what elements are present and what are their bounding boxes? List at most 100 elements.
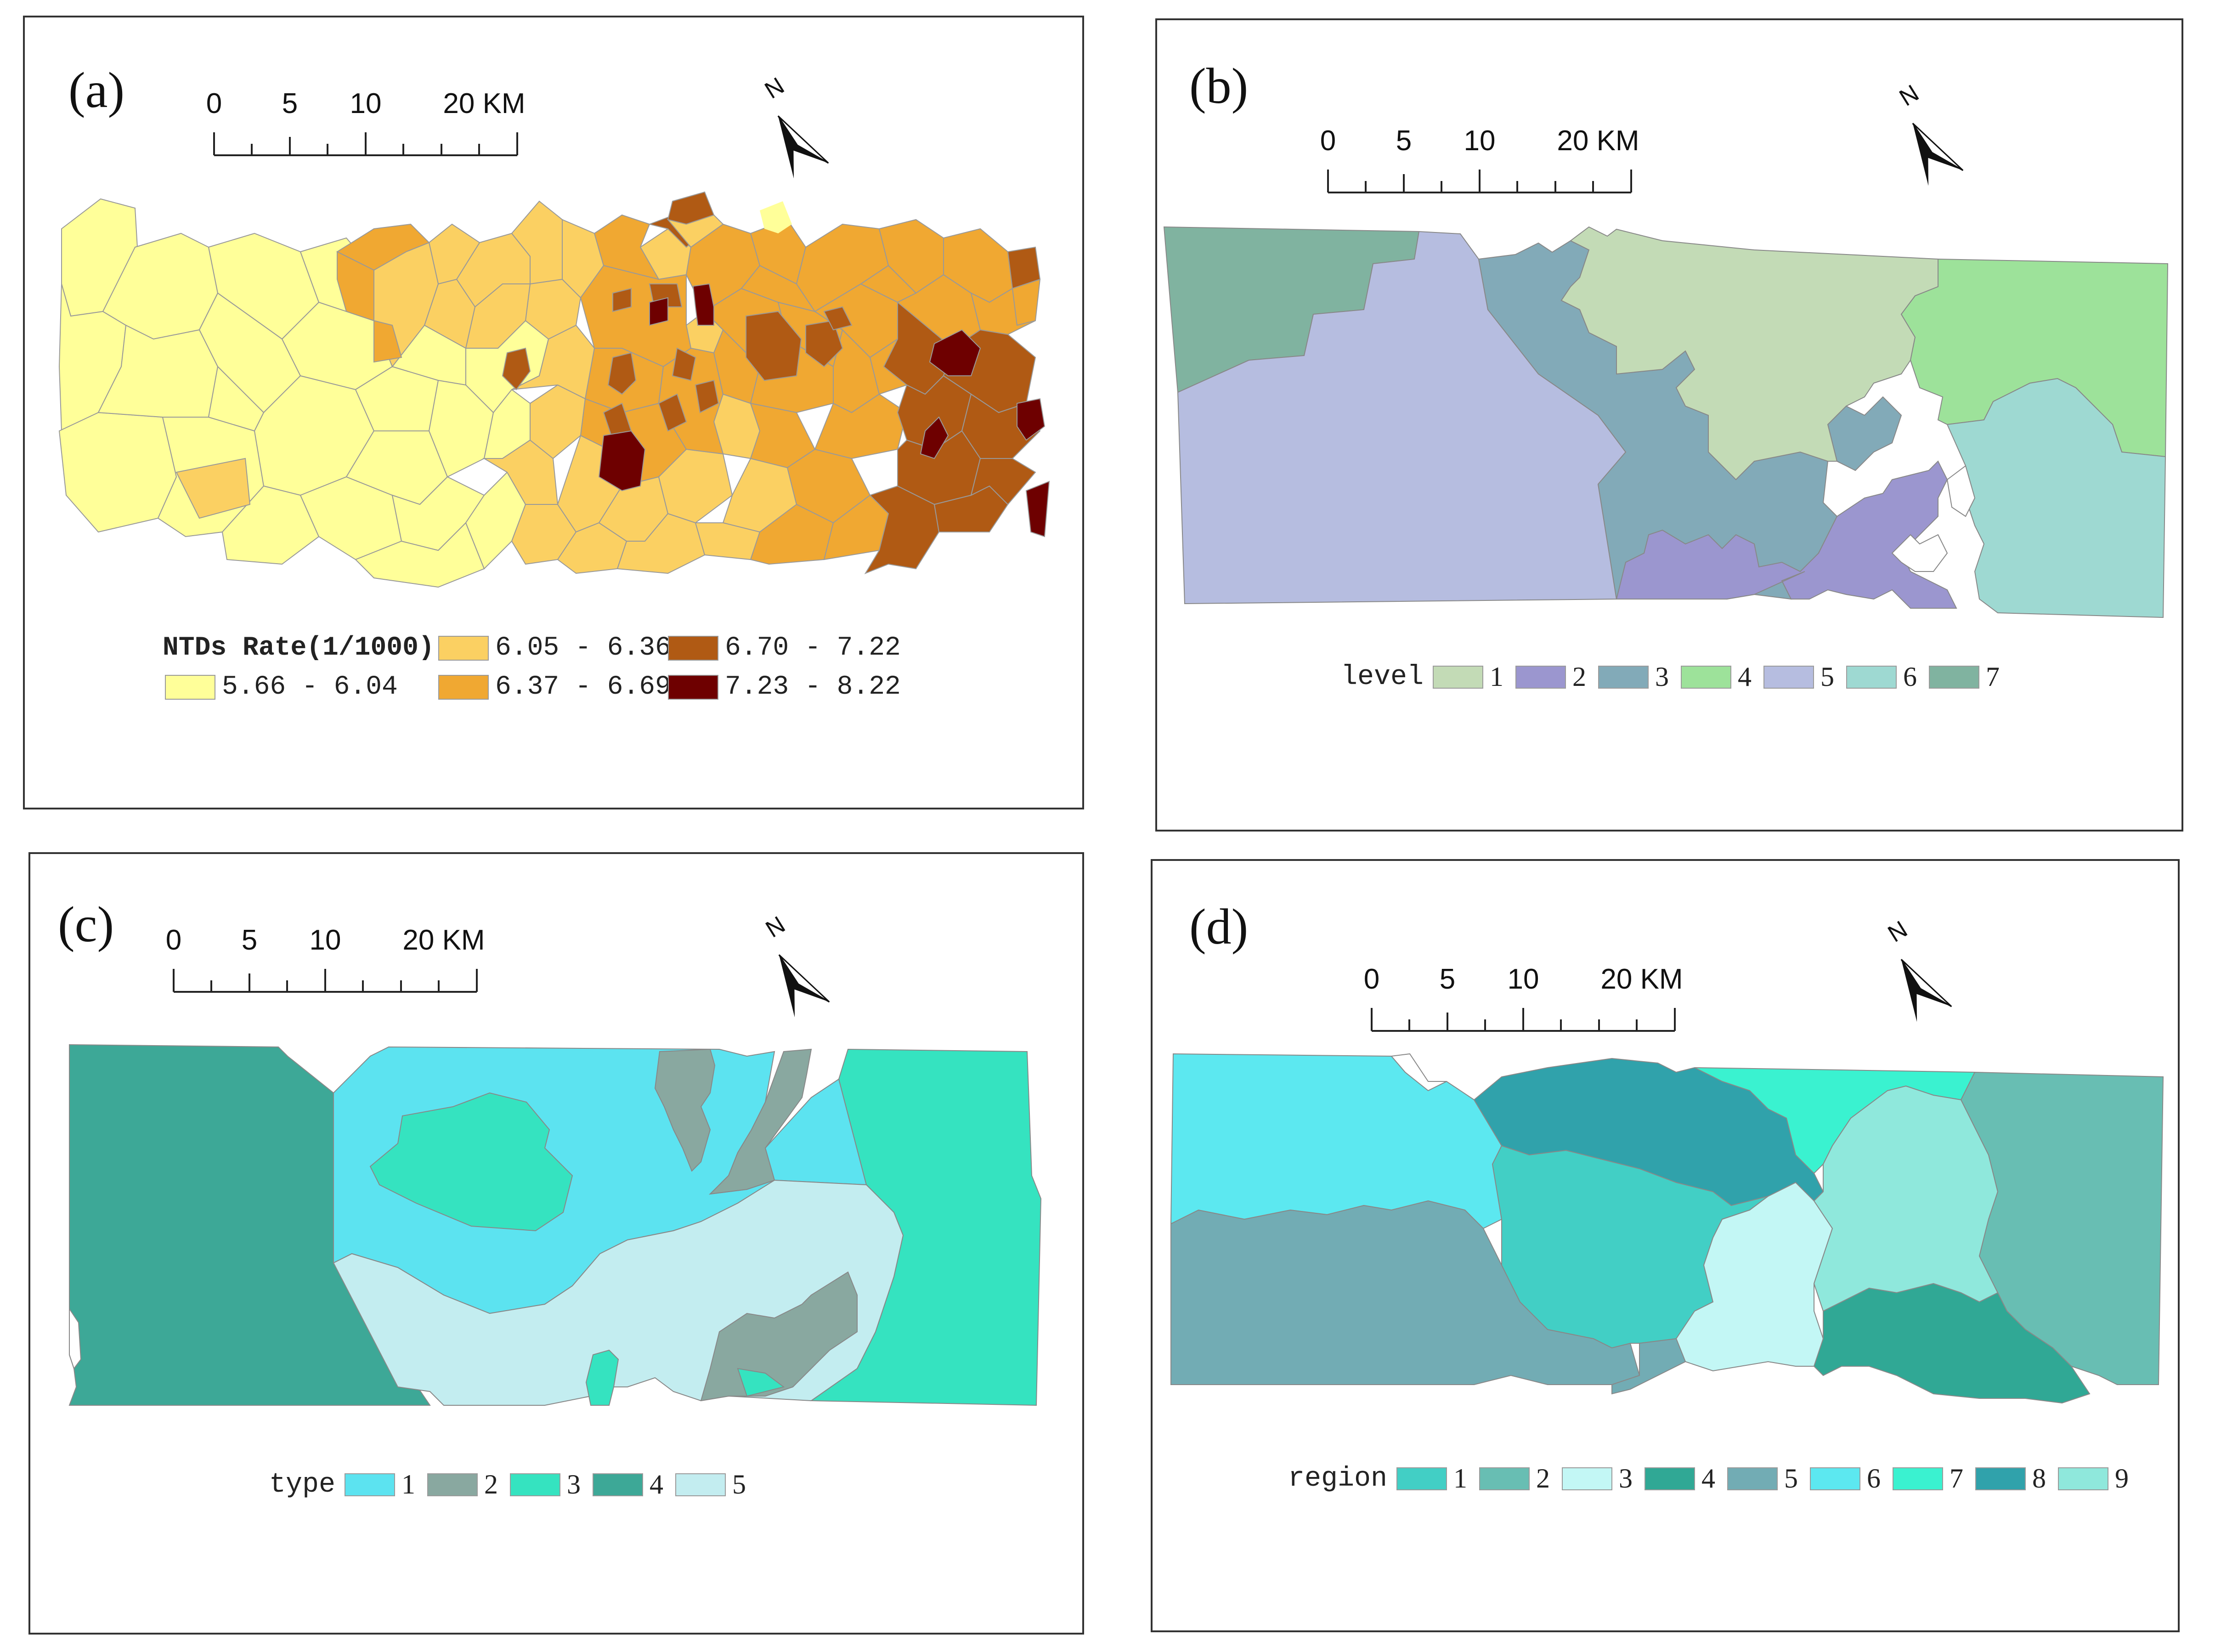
type-map <box>68 1044 1042 1406</box>
type-3-patch <box>737 1368 785 1397</box>
legend-item: 2 <box>427 1469 498 1500</box>
level-1-area <box>1560 226 1938 481</box>
legend-label: 7 <box>1986 662 2000 692</box>
legend-label: 5 <box>732 1469 746 1499</box>
legend-item: 5.66 - 6.04 <box>165 672 398 702</box>
panel-b-label: (b) <box>1189 58 1249 114</box>
legend-title: type <box>269 1469 336 1500</box>
legend-swatch <box>1562 1467 1613 1490</box>
legend-label: 1 <box>1490 662 1504 692</box>
map-region <box>672 347 696 381</box>
legend-item: 9 <box>2058 1463 2129 1494</box>
legend-label: 6 <box>1867 1463 1881 1494</box>
scale-bar-graphic: 0 5 10 20 KM <box>166 924 485 993</box>
map-region <box>1017 398 1046 441</box>
legend-swatch <box>427 1473 478 1496</box>
legend-item: 2 <box>1515 661 1586 693</box>
legend-label: 6.37 - 6.69 <box>495 672 671 702</box>
scale-bar-graphic: 0 5 10 20 KM <box>206 88 526 156</box>
map-region <box>649 297 668 326</box>
ntd-rate-map <box>58 191 1050 588</box>
map-region <box>746 311 802 381</box>
type-3-patch <box>369 1092 573 1232</box>
legend-swatch <box>1929 665 1980 689</box>
legend-swatch <box>510 1473 561 1496</box>
legend-label: 1 <box>401 1469 416 1499</box>
north-arrow-icon: N <box>760 73 829 179</box>
legend-item: 4 <box>1681 661 1752 693</box>
legend: level 1 2 3 4 5 6 7 <box>1341 661 2012 693</box>
scale-tick-label-20: 20 KM <box>1600 963 1683 995</box>
map-region <box>175 458 251 519</box>
legend-swatch <box>1598 665 1649 689</box>
panel-d-label: (d) <box>1189 899 1249 955</box>
map-region <box>482 439 559 505</box>
map-region <box>1025 481 1050 537</box>
scale-bar: 0 5 10 20 KM <box>166 914 485 996</box>
legend-item: 1 <box>1433 661 1503 693</box>
scale-bar: 0 5 10 20 KM <box>206 77 526 160</box>
legend-title: NTDs Rate(1/1000) <box>163 633 435 663</box>
legend-swatch <box>2058 1467 2109 1490</box>
legend-swatch <box>345 1473 396 1496</box>
legend-item: 5 <box>1763 661 1834 693</box>
scale-tick-label-5: 5 <box>282 88 298 119</box>
legend-item: 5 <box>675 1469 746 1500</box>
legend-item: 6.05 - 6.36 <box>438 633 671 663</box>
legend-item: 3 <box>510 1469 581 1500</box>
map-region <box>598 430 646 492</box>
map-region <box>1012 278 1041 326</box>
legend-swatch <box>1763 665 1814 689</box>
scale-tick-label-10: 10 <box>310 924 341 956</box>
map-region <box>658 393 687 432</box>
scale-tick-label-10: 10 <box>1508 963 1539 995</box>
legend-item: 2 <box>1479 1463 1550 1494</box>
scale-tick-label-5: 5 <box>242 924 257 956</box>
scale-tick-label-0: 0 <box>206 88 222 119</box>
map-hole <box>1891 534 1948 572</box>
legend-item: 6.37 - 6.69 <box>438 672 671 702</box>
region-5-strip <box>1611 1338 1686 1395</box>
north-letter: N <box>1895 80 1924 112</box>
map-region <box>970 458 1036 505</box>
legend-swatch <box>668 635 718 661</box>
legend-label: 4 <box>650 1469 664 1499</box>
panel-c: (c) 0 5 10 20 KM N <box>28 852 1084 1635</box>
legend-label: 6 <box>1903 662 1917 692</box>
legend-item: 6 <box>1810 1463 1881 1494</box>
map-region <box>814 393 908 459</box>
legend-label: 3 <box>1619 1463 1633 1494</box>
legend-label: 4 <box>1738 662 1752 692</box>
legend-title: region <box>1288 1463 1388 1494</box>
scale-tick-label-0: 0 <box>1364 963 1379 995</box>
scale-tick-label-20: 20 KM <box>443 88 525 119</box>
region-map <box>1170 1053 2164 1404</box>
legend: region 1 2 3 4 5 6 7 8 9 <box>1288 1463 2141 1494</box>
north-arrow: N <box>756 907 830 1018</box>
scale-bar: 0 5 10 20 KM <box>1364 953 1683 1035</box>
legend-label: 2 <box>484 1469 498 1499</box>
level-map <box>1163 226 2169 618</box>
legend-item: 7 <box>1929 661 2000 693</box>
legend-swatch <box>1975 1467 2026 1490</box>
map-region <box>612 288 632 312</box>
legend-swatch <box>1846 665 1897 689</box>
legend-swatch <box>1433 665 1484 689</box>
legend-swatch <box>1515 665 1566 689</box>
map-region <box>337 251 374 322</box>
legend-label: 9 <box>2115 1463 2129 1494</box>
north-letter: N <box>761 911 790 943</box>
map-region <box>864 485 940 575</box>
north-arrow: N <box>755 68 829 179</box>
panel-a: (a) 0 5 10 20 KM N <box>23 16 1084 809</box>
map-region <box>667 214 724 248</box>
legend-swatch <box>668 674 718 700</box>
map-region <box>692 283 714 326</box>
legend-swatch <box>1681 665 1732 689</box>
level-6-area <box>1946 378 2166 618</box>
north-arrow-icon: N <box>1895 80 1964 186</box>
map-notch <box>69 1307 82 1370</box>
legend-title: level <box>1341 661 1424 693</box>
legend-label: 1 <box>1453 1463 1468 1494</box>
legend-label: 3 <box>567 1469 581 1499</box>
